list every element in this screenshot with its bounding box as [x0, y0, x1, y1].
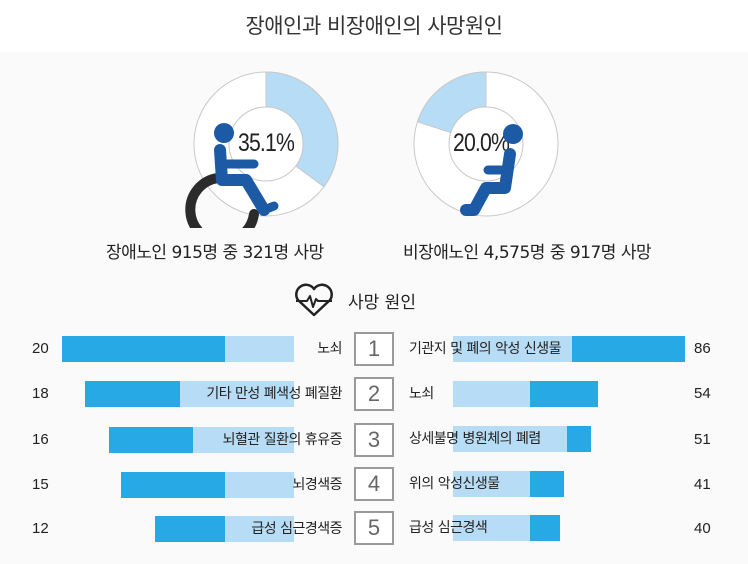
page-title: 장애인과 비장애인의 사망원인	[245, 14, 503, 38]
bar-value: 86	[694, 340, 711, 357]
bar-label: 노쇠	[317, 341, 342, 357]
non-disabled-caption: 비장애노인 4,575명 중 917명 사망	[403, 243, 652, 263]
disabled-caption: 장애노인 915명 중 321명 사망	[106, 243, 324, 263]
heart-pulse-icon	[295, 283, 333, 317]
bar-label: 상세불명 병원체의 폐렴	[409, 431, 541, 447]
bar-label: 뇌혈관 질환의 휴유증	[222, 432, 343, 448]
rank-box: 3	[354, 423, 394, 457]
bar-value: 40	[694, 520, 711, 537]
rank-box: 2	[354, 377, 394, 411]
bar-fill	[62, 336, 225, 362]
seated-person-icon	[460, 124, 523, 216]
bar-background	[453, 515, 530, 541]
bar-value: 54	[694, 385, 711, 402]
bar-value: 12	[32, 520, 49, 537]
bar-fill	[567, 426, 591, 452]
bar-value: 16	[32, 431, 49, 448]
rank-box: 4	[354, 467, 394, 501]
bar-label: 급성 심근경색	[409, 520, 488, 536]
bar-value: 18	[32, 385, 49, 402]
bar-fill	[572, 336, 685, 362]
bar-fill	[530, 381, 598, 407]
non-disabled-percent: 20.0%	[452, 129, 510, 157]
bar-value: 15	[32, 476, 49, 493]
bar-background	[453, 381, 530, 407]
bar-label: 뇌경색증	[292, 477, 342, 493]
bar-background	[453, 471, 530, 497]
bar-fill	[121, 472, 225, 498]
bar-fill	[85, 381, 180, 407]
bar-label: 위의 악성신생물	[409, 476, 500, 492]
bar-label: 기관지 및 폐의 악성 신생물	[409, 341, 561, 357]
bar-fill	[109, 427, 193, 453]
section-title: 사망 원인	[348, 293, 416, 313]
bar-label: 급성 심근경색증	[251, 521, 342, 537]
rank-box: 5	[354, 511, 394, 545]
bar-label: 기타 만성 폐색성 폐질환	[206, 386, 342, 402]
bar-value: 51	[694, 431, 711, 448]
title-bar	[0, 0, 748, 52]
bar-fill	[155, 516, 225, 542]
disabled-percent: 35.1%	[237, 129, 295, 157]
bar-value: 41	[694, 476, 711, 493]
bar-fill	[530, 515, 560, 541]
bar-value: 20	[32, 340, 49, 357]
rank-box: 1	[354, 332, 394, 366]
bar-background	[453, 336, 572, 362]
wheelchair-icon	[185, 123, 279, 228]
bar-label: 노쇠	[409, 386, 434, 402]
bar-background	[453, 426, 567, 452]
bar-fill	[530, 471, 564, 497]
